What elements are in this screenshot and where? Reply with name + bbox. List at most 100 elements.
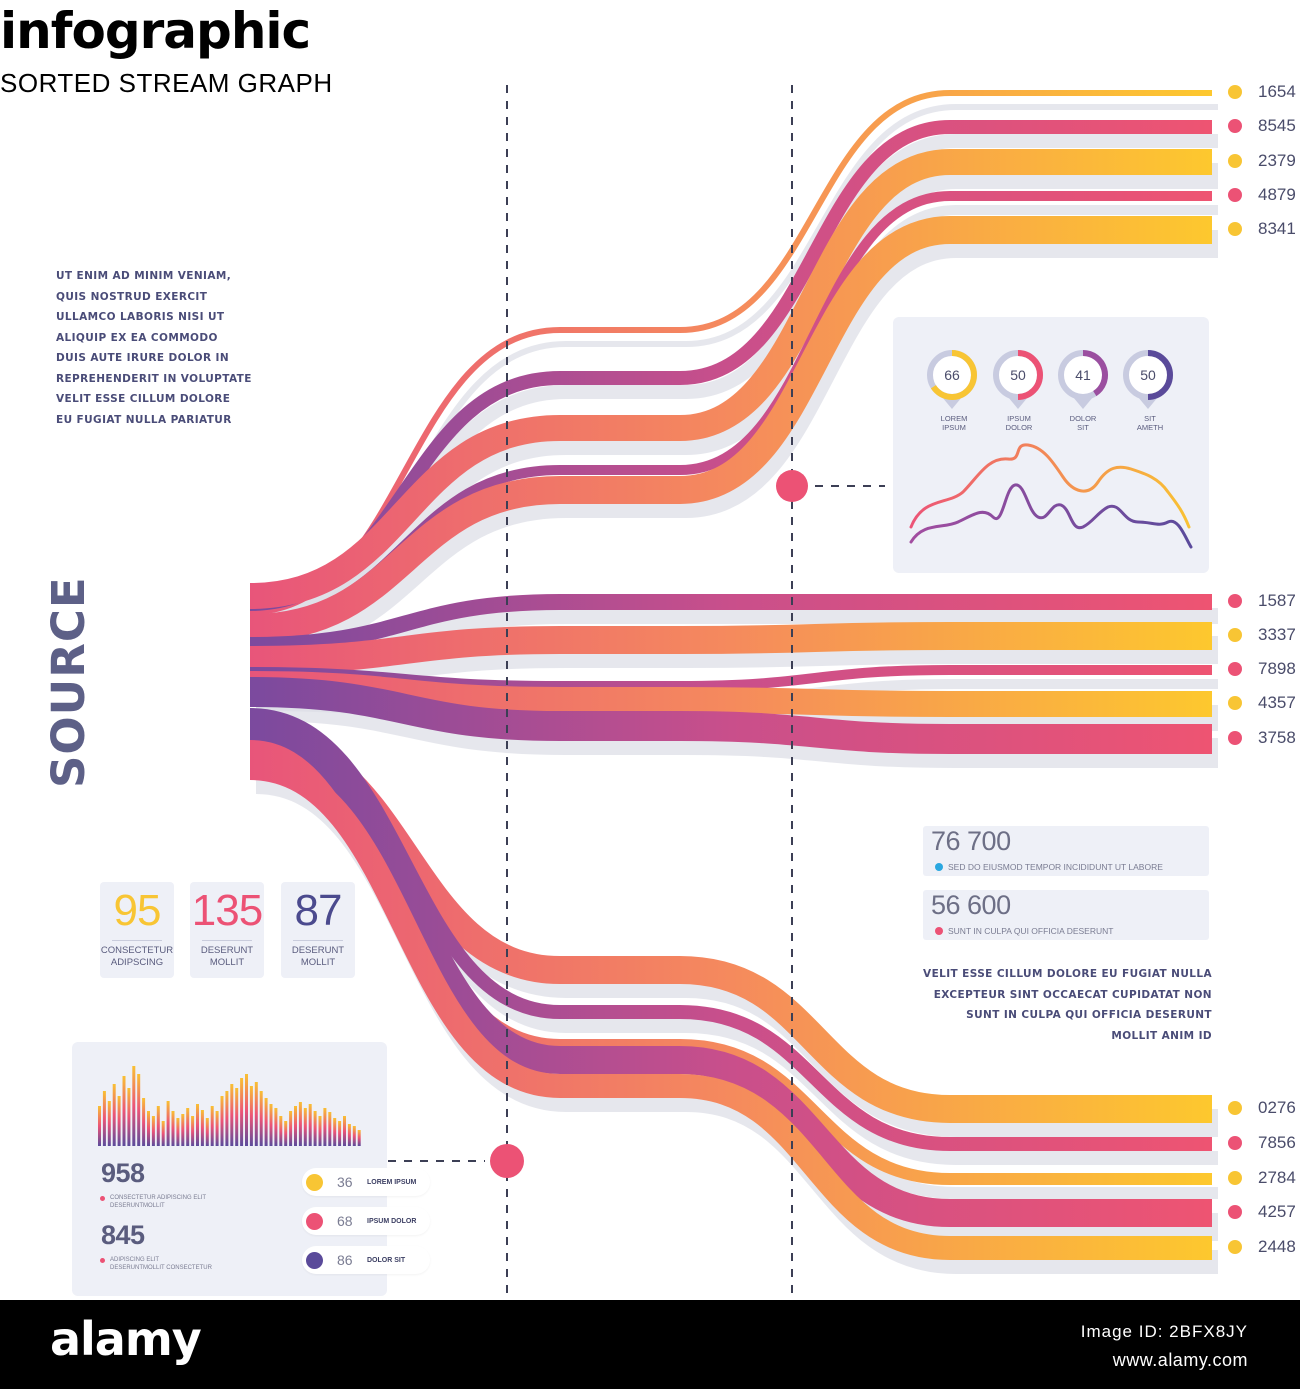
- legend-label: DOLOR SIT: [367, 1256, 406, 1264]
- output-value: 2784: [1228, 1168, 1296, 1188]
- right-line: VELIT ESSE CILLUM DOLORE EU FUGIAT NULLA: [923, 968, 1212, 980]
- panel-number: 958: [101, 1158, 145, 1188]
- site-url: www.alamy.com: [1112, 1350, 1248, 1370]
- gauge-value: 41: [1075, 367, 1091, 383]
- equalizer-bar: [269, 1104, 273, 1146]
- equalizer-bar: [303, 1108, 307, 1146]
- equalizer-bar: [347, 1124, 351, 1146]
- stat-value: 87: [294, 886, 343, 935]
- equalizer-bar: [259, 1091, 263, 1146]
- equalizer-bar: [333, 1118, 337, 1146]
- metric-card: 56 600 SUNT IN CULPA QUI OFFICIA DESERUN…: [923, 890, 1209, 940]
- legend-value: 86: [337, 1252, 353, 1268]
- intro-line: VELIT ESSE CILLUM DOLORE: [56, 393, 231, 405]
- output-value: 4257: [1228, 1202, 1296, 1222]
- equalizer-bar: [117, 1096, 121, 1146]
- panel-number: 845: [101, 1220, 145, 1250]
- equalizer-bar: [127, 1088, 131, 1146]
- output-value: 8341: [1228, 219, 1296, 239]
- equalizer-bar: [318, 1116, 322, 1146]
- gauge-label: LOREM IPSUM: [940, 414, 968, 432]
- legend-pill: 68 IPSUM DOLOR: [302, 1207, 430, 1235]
- equalizer-bar: [313, 1111, 317, 1146]
- value-dot: [1228, 1171, 1242, 1185]
- brand-logo: alamy: [50, 1312, 202, 1366]
- output-value: 7898: [1228, 659, 1296, 679]
- stream-shadow: [255, 163, 1218, 623]
- value-dot: [1228, 662, 1242, 676]
- metric-card: 76 700 SED DO EIUSMOD TEMPOR INCIDIDUNT …: [923, 826, 1209, 876]
- stat-card: 87 DESERUNT MOLLIT: [281, 882, 355, 978]
- gauge-label: IPSUM DOLOR: [1005, 414, 1033, 432]
- equalizer-bar: [352, 1126, 356, 1146]
- intro-line: QUIS NOSTRUD EXERCIT: [56, 290, 208, 303]
- equalizer-bar: [328, 1112, 332, 1146]
- gauge: 66: [927, 350, 977, 409]
- metric-caption: SED DO EIUSMOD TEMPOR INCIDIDUNT UT LABO…: [935, 862, 1163, 872]
- equalizer-bar: [161, 1121, 165, 1146]
- stat-value: 135: [191, 886, 263, 935]
- legend-pill: 86 DOLOR SIT: [302, 1246, 430, 1274]
- gauge: 50: [1123, 350, 1173, 409]
- page-title: infographic: [0, 2, 311, 60]
- equalizer-bar: [230, 1084, 234, 1146]
- value-dot: [1228, 1205, 1242, 1219]
- legend-value: 36: [337, 1174, 353, 1190]
- stream-flow: [249, 712, 1212, 1227]
- stream-flow: [249, 677, 1212, 754]
- infographic-canvas: infographic SORTED STREAM GRAPH UT ENIM …: [0, 2, 1296, 1298]
- value-dot: [1228, 696, 1242, 710]
- value-dot: [1228, 188, 1242, 202]
- legend-dot: [306, 1173, 323, 1191]
- output-value: 2448: [1228, 1237, 1296, 1257]
- metric-value: 76 700: [931, 826, 1011, 856]
- value-dot: [1228, 628, 1242, 642]
- gauge-value: 50: [1010, 367, 1026, 383]
- output-value: 8545: [1228, 116, 1296, 136]
- equalizer-panel: 958 CONSECTETUR ADIPISCING ELIT DESERUNTM…: [72, 1042, 430, 1296]
- equalizer-bar: [279, 1116, 283, 1146]
- equalizer-bar: [181, 1114, 185, 1146]
- wave-line-secondary: [909, 483, 1193, 549]
- intro-line: ULLAMCO LABORIS NISI UT: [56, 311, 225, 323]
- equalizer-bar: [200, 1110, 204, 1146]
- gauge-value: 50: [1140, 367, 1156, 383]
- equalizer-bar: [308, 1104, 312, 1146]
- output-value: 7856: [1228, 1133, 1296, 1153]
- equalizer-bar: [171, 1111, 175, 1146]
- stream-flow: [249, 593, 1212, 653]
- equalizer-bar: [323, 1108, 327, 1146]
- equalizer-bar: [357, 1130, 361, 1146]
- value-dot: [1228, 594, 1242, 608]
- legend-label: LOREM IPSUM: [367, 1178, 417, 1186]
- equalizer-bar: [294, 1106, 297, 1146]
- equalizer-chart: [98, 1066, 361, 1146]
- gauge-arc: [1017, 350, 1043, 400]
- equalizer-bar: [196, 1104, 199, 1146]
- equalizer-bar: [142, 1098, 146, 1146]
- right-line: SUNT IN CULPA QUI OFFICIA DESERUNT: [966, 1009, 1212, 1021]
- panel-caption: CONSECTETUR ADIPISCING ELIT DESERUNTMOLLI…: [100, 1194, 206, 1210]
- output-value: 2379: [1228, 151, 1296, 171]
- legend-dot: [306, 1212, 323, 1230]
- value-dot: [1228, 154, 1242, 168]
- gauge-value: 66: [944, 367, 960, 383]
- equalizer-bar: [298, 1102, 302, 1146]
- bullet-icon: [935, 863, 943, 871]
- legend-label: IPSUM DOLOR: [367, 1217, 417, 1225]
- gauge-label: SIT AMETH: [1136, 414, 1164, 432]
- stream-flow: [249, 149, 1212, 609]
- stream-flow: [249, 216, 1212, 642]
- equalizer-bar: [156, 1106, 160, 1146]
- equalizer-bar: [240, 1078, 244, 1146]
- image-id: Image ID: 2BFX8JY: [1080, 1322, 1248, 1341]
- gauge-arc: [1082, 350, 1108, 397]
- equalizer-bar: [284, 1121, 288, 1146]
- right-paragraph: VELIT ESSE CILLUM DOLORE EU FUGIAT NULLA…: [900, 964, 1212, 1046]
- value-dot: [1228, 731, 1242, 745]
- stat-label: CONSECTETUR ADIPSCING: [100, 945, 174, 968]
- equalizer-bar: [107, 1101, 111, 1146]
- equalizer-bar: [137, 1074, 141, 1146]
- wave-line-primary: [909, 443, 1191, 529]
- stat-card: 135 DESERUNT MOLLIT: [190, 882, 264, 978]
